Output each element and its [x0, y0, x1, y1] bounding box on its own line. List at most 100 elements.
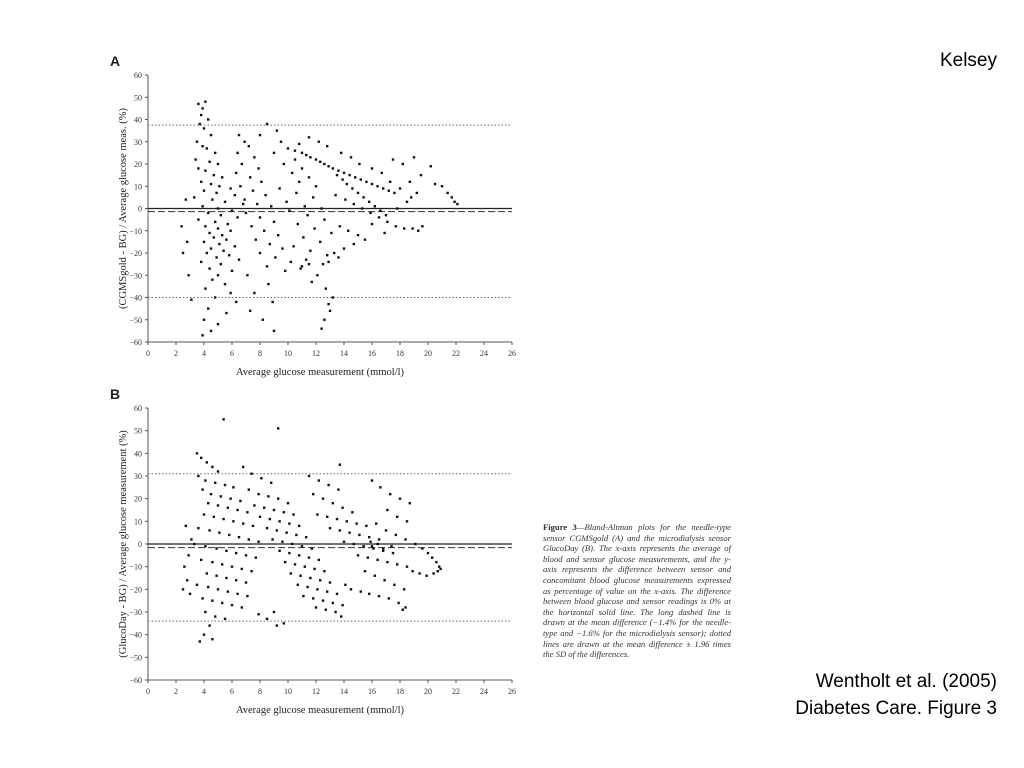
- panel-a-y-tick-label: −40: [129, 294, 142, 303]
- panel-b-data-point: [403, 588, 406, 591]
- panel-b-x-tick-label: 22: [452, 687, 460, 696]
- panel-a-data-point: [419, 173, 423, 177]
- panel-a-data-point: [202, 189, 206, 192]
- panel-a-data-point: [296, 222, 299, 226]
- panel-b-data-point: [425, 574, 428, 577]
- panel-b-data-point: [195, 452, 199, 455]
- panel-a-data-point: [307, 262, 311, 266]
- panel-b-data-point: [426, 551, 430, 555]
- panel-b-data-point: [338, 463, 341, 466]
- panel-b-y-tick-label: −50: [129, 653, 142, 662]
- panel-b-data-point: [229, 497, 232, 500]
- panel-b-data-point: [313, 567, 316, 571]
- panel-b-data-point: [265, 526, 269, 530]
- panel-a-data-point: [320, 327, 323, 330]
- panel-a-data-point: [342, 171, 346, 175]
- panel-a-data-point: [356, 234, 360, 237]
- panel-a-data-point: [201, 205, 204, 208]
- panel-b-data-point: [338, 529, 341, 532]
- panel-a-data-point: [306, 213, 309, 217]
- panel-b-data-point: [222, 418, 225, 421]
- panel-b-data-point: [382, 547, 385, 550]
- panel-b-data-point: [327, 483, 330, 487]
- panel-a-data-point: [307, 176, 311, 179]
- panel-b-data-point: [278, 520, 281, 523]
- panel-a-data-point: [300, 167, 304, 170]
- panel-a-data-point: [272, 329, 276, 333]
- panel-b-data-point: [235, 579, 238, 582]
- panel-a-data-point: [298, 180, 301, 183]
- panel-a-data-point: [218, 242, 221, 246]
- panel-b-data-point: [236, 592, 239, 596]
- panel-a-data-point: [243, 198, 246, 201]
- panel-b-data-point: [377, 594, 381, 598]
- panel-a-data-point: [256, 202, 259, 206]
- panel-a-data-point: [320, 207, 323, 210]
- panel-b-data-point: [319, 579, 322, 582]
- panel-b-data-point: [296, 583, 299, 586]
- panel-a-data-point: [377, 216, 381, 219]
- panel-a-data-point: [267, 282, 270, 286]
- caption-label: Figure 3: [543, 522, 577, 532]
- panel-a-data-point: [298, 142, 301, 146]
- panel-b-data-point: [323, 570, 326, 573]
- panel-a-data-point: [190, 298, 193, 301]
- panel-a-data-point: [228, 254, 231, 257]
- panel-a-data-point: [326, 145, 329, 148]
- panel-a-data-point: [249, 176, 252, 179]
- panel-b-data-point: [225, 549, 228, 552]
- panel-b-data-point: [207, 585, 210, 589]
- panel-a-data-point: [265, 265, 269, 268]
- panel-a-data-point: [349, 156, 353, 159]
- slide-citation: Wentholt et al. (2005) Diabetes Care. Fi…: [795, 668, 997, 722]
- panel-a-data-point: [358, 162, 361, 166]
- panel-a-data-point: [309, 156, 312, 159]
- panel-a-data-point: [233, 245, 236, 248]
- panel-b-data-point: [254, 556, 257, 559]
- panel-a-data-point: [354, 176, 357, 179]
- panel-b-data-point: [405, 565, 409, 568]
- panel-a-data-point: [184, 198, 187, 201]
- panel-b-data-point: [286, 502, 290, 505]
- panel-a-data-point: [186, 240, 189, 244]
- panel-a-data-point: [180, 225, 183, 228]
- panel-a-data-point: [410, 196, 413, 199]
- panel-a-data-point: [338, 225, 341, 228]
- panel-b-x-tick-label: 8: [258, 687, 262, 696]
- panel-a-data-point: [187, 274, 190, 277]
- panel-b-y-axis-title: (GlucoDay - BG) / Average glucose measur…: [118, 430, 129, 658]
- panel-a-data-point: [370, 222, 374, 226]
- panel-b-data-point: [211, 638, 214, 641]
- panel-a-data-point: [450, 196, 453, 199]
- panel-b-data-point: [230, 604, 234, 607]
- panel-b-y-tick-label: −60: [129, 676, 142, 685]
- panel-b-data-point: [236, 508, 239, 512]
- panel-b-data-point: [246, 511, 249, 514]
- panel-a-data-point: [197, 218, 200, 221]
- panel-a-data-point: [211, 198, 214, 201]
- panel-a-data-point: [201, 145, 204, 148]
- panel-a-data-point: [240, 162, 243, 166]
- panel-a-data-point: [265, 122, 269, 126]
- panel-a-data-point: [289, 260, 292, 264]
- panel-b-data-point: [306, 585, 309, 589]
- panel-a-x-tick-label: 2: [174, 349, 178, 358]
- panel-a-data-point: [208, 160, 211, 163]
- panel-a-data-point: [293, 158, 297, 161]
- panel-a-x-tick-label: 6: [230, 349, 234, 358]
- panel-b-data-point: [218, 531, 221, 534]
- panel-b-data-point: [331, 502, 334, 505]
- panel-a-data-point: [300, 151, 304, 155]
- panel-a-data-point: [205, 251, 208, 255]
- panel-a-x-axis-title: Average glucose measurement (mmol/l): [236, 367, 405, 378]
- panel-a-data-point: [181, 251, 185, 255]
- panel-a-data-point: [208, 267, 211, 270]
- panel-a-data-point: [286, 147, 290, 150]
- panel-a-data-point: [204, 225, 207, 228]
- panel-b-data-point: [372, 547, 375, 550]
- panel-b-data-point: [285, 531, 288, 534]
- panel-b-data-point: [328, 526, 332, 530]
- panel-a-x-tick-label: 18: [396, 349, 404, 358]
- panel-b-data-point: [390, 545, 393, 548]
- panel-b-data-point: [188, 592, 192, 596]
